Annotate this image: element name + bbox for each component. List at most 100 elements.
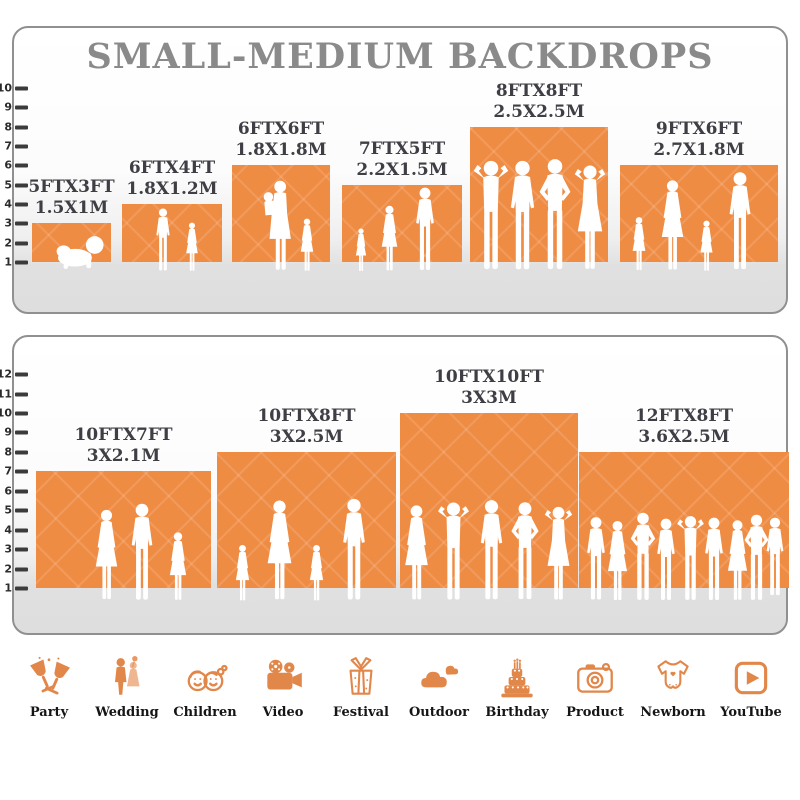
ruler-mark: 9 [0,101,28,114]
backdrop-size-ft: 12FTX8FT [634,406,734,426]
ruler-mark: 2 [0,563,28,576]
ruler-tick [15,430,28,434]
ruler-tick [15,528,28,532]
backdrop-label: 6FTX4FT 1.8X1.2M [110,158,234,199]
category-label: Birthday [485,705,549,720]
silhouette-family-of-four [632,172,751,271]
children-icon [187,664,228,692]
backdrop-size-ft: 8FTX8FT [495,81,583,101]
panel-small-backdrops: SMALL-MEDIUM BACKDROPS 10 9 8 7 6 5 4 3 … [0,26,788,314]
backdrop-label: 7FTX5FT 2.2X1.5M [330,139,474,180]
ruler-number: 10 [0,406,12,420]
backdrop-size-m: 1.8X1.8M [235,139,327,160]
silhouette-mother-and-child [263,180,314,271]
ruler-number: 6 [4,158,12,172]
ruler-number: 7 [4,464,12,478]
ruler-tick [15,105,28,109]
category-label: Video [262,705,304,720]
ruler-number: 1 [4,581,12,595]
ruler-number: 4 [4,523,12,537]
category-birthday: Birthday [482,655,552,720]
backdrop-size-m: 1.5X1M [34,197,109,218]
ruler-mark: 9 [0,426,28,439]
category-label: Festival [333,705,389,720]
silhouette-crowd [587,512,784,601]
backdrop-size-m: 3X3M [461,387,517,408]
silhouette-baby [56,236,104,270]
ruler-number: 3 [4,216,12,230]
silhouette-family-of-three [95,503,187,600]
backdrop-size-m: 1.8X1.2M [126,178,218,199]
backdrop-size-ft: 9FTX6FT [655,119,743,139]
backdrop-size-ft: 10FTX10FT [434,367,544,387]
outdoor-icon [421,665,459,688]
ruler-number: 9 [4,425,12,439]
ruler-mark: 10 [0,407,28,420]
ruler-tick [15,86,28,90]
ruler-mark: 8 [0,121,28,134]
ruler-mark: 7 [0,465,28,478]
ruler-number: 4 [4,197,12,211]
ruler-tick [15,450,28,454]
ruler-number: 8 [4,120,12,134]
silhouette-family-holding-hands [235,498,365,601]
ruler-number: 5 [4,503,12,517]
ruler-number: 5 [4,178,12,192]
backdrop-rect [122,204,222,262]
ruler-number: 11 [0,387,12,401]
category-children: Children [170,655,240,720]
silhouette-group-of-five [405,500,573,600]
ruler-mark: 3 [0,217,28,230]
ruler-mark: 6 [0,159,28,172]
ruler-tick [15,392,28,396]
ruler-mark: 10 [0,82,28,95]
ruler-tick [15,411,28,415]
ruler-tick [15,489,28,493]
ruler-mark: 4 [0,524,28,537]
ruler-mark: 8 [0,446,28,459]
backdrop-size-ft: 10FTX8FT [257,406,356,426]
backdrop-label: 10FTX10FT 3X3M [388,367,590,408]
ruler-mark: 6 [0,485,28,498]
backdrop-label: 12FTX8FT 3.6X2.5M [567,406,800,447]
category-party: Party [14,655,84,720]
page-title: SMALL-MEDIUM BACKDROPS [86,36,714,77]
ruler-mark: 11 [0,388,28,401]
ruler-mark: 5 [0,179,28,192]
ruler-mark: 2 [0,237,28,250]
ruler-mark: 7 [0,140,28,153]
category-wedding: Wedding [92,655,162,720]
category-label: YouTube [720,705,782,720]
ruler-number: 7 [4,139,12,153]
backdrop-label: 10FTX7FT 3X2.1M [24,425,223,466]
backdrop-size-ft: 5FTX3FT [28,177,115,197]
ruler-number: 8 [4,445,12,459]
ruler-mark: 4 [0,198,28,211]
ruler-tick [15,260,28,264]
ruler-number: 1 [4,255,12,269]
silhouette-group-of-four [473,159,606,270]
backdrop-label: 6FTX6FT 1.8X1.8M [220,119,342,160]
ruler-number: 3 [4,542,12,556]
backdrop-size-m: 2.2X1.5M [356,159,448,180]
ruler-number: 10 [0,81,12,95]
backdrop-size-ft: 7FTX5FT [358,139,446,159]
party-icon [30,656,71,695]
ruler-tick [15,567,28,571]
category-label: Newborn [640,705,706,720]
category-label: Product [566,705,624,720]
ruler-tick [15,469,28,473]
silhouette-two-children [156,208,198,271]
category-label: Wedding [95,705,159,720]
festival-icon [349,657,373,695]
ruler-number: 12 [0,367,12,381]
backdrop-size-ft: 6FTX4FT [128,158,216,178]
category-video: Video [248,655,318,720]
backdrop-label: 10FTX8FT 3X2.5M [205,406,408,447]
category-label: Party [29,705,69,720]
backdrop-rect [342,185,462,262]
ruler-number: 2 [4,236,12,250]
category-newborn: Newborn [638,655,708,720]
ruler-tick [15,221,28,225]
